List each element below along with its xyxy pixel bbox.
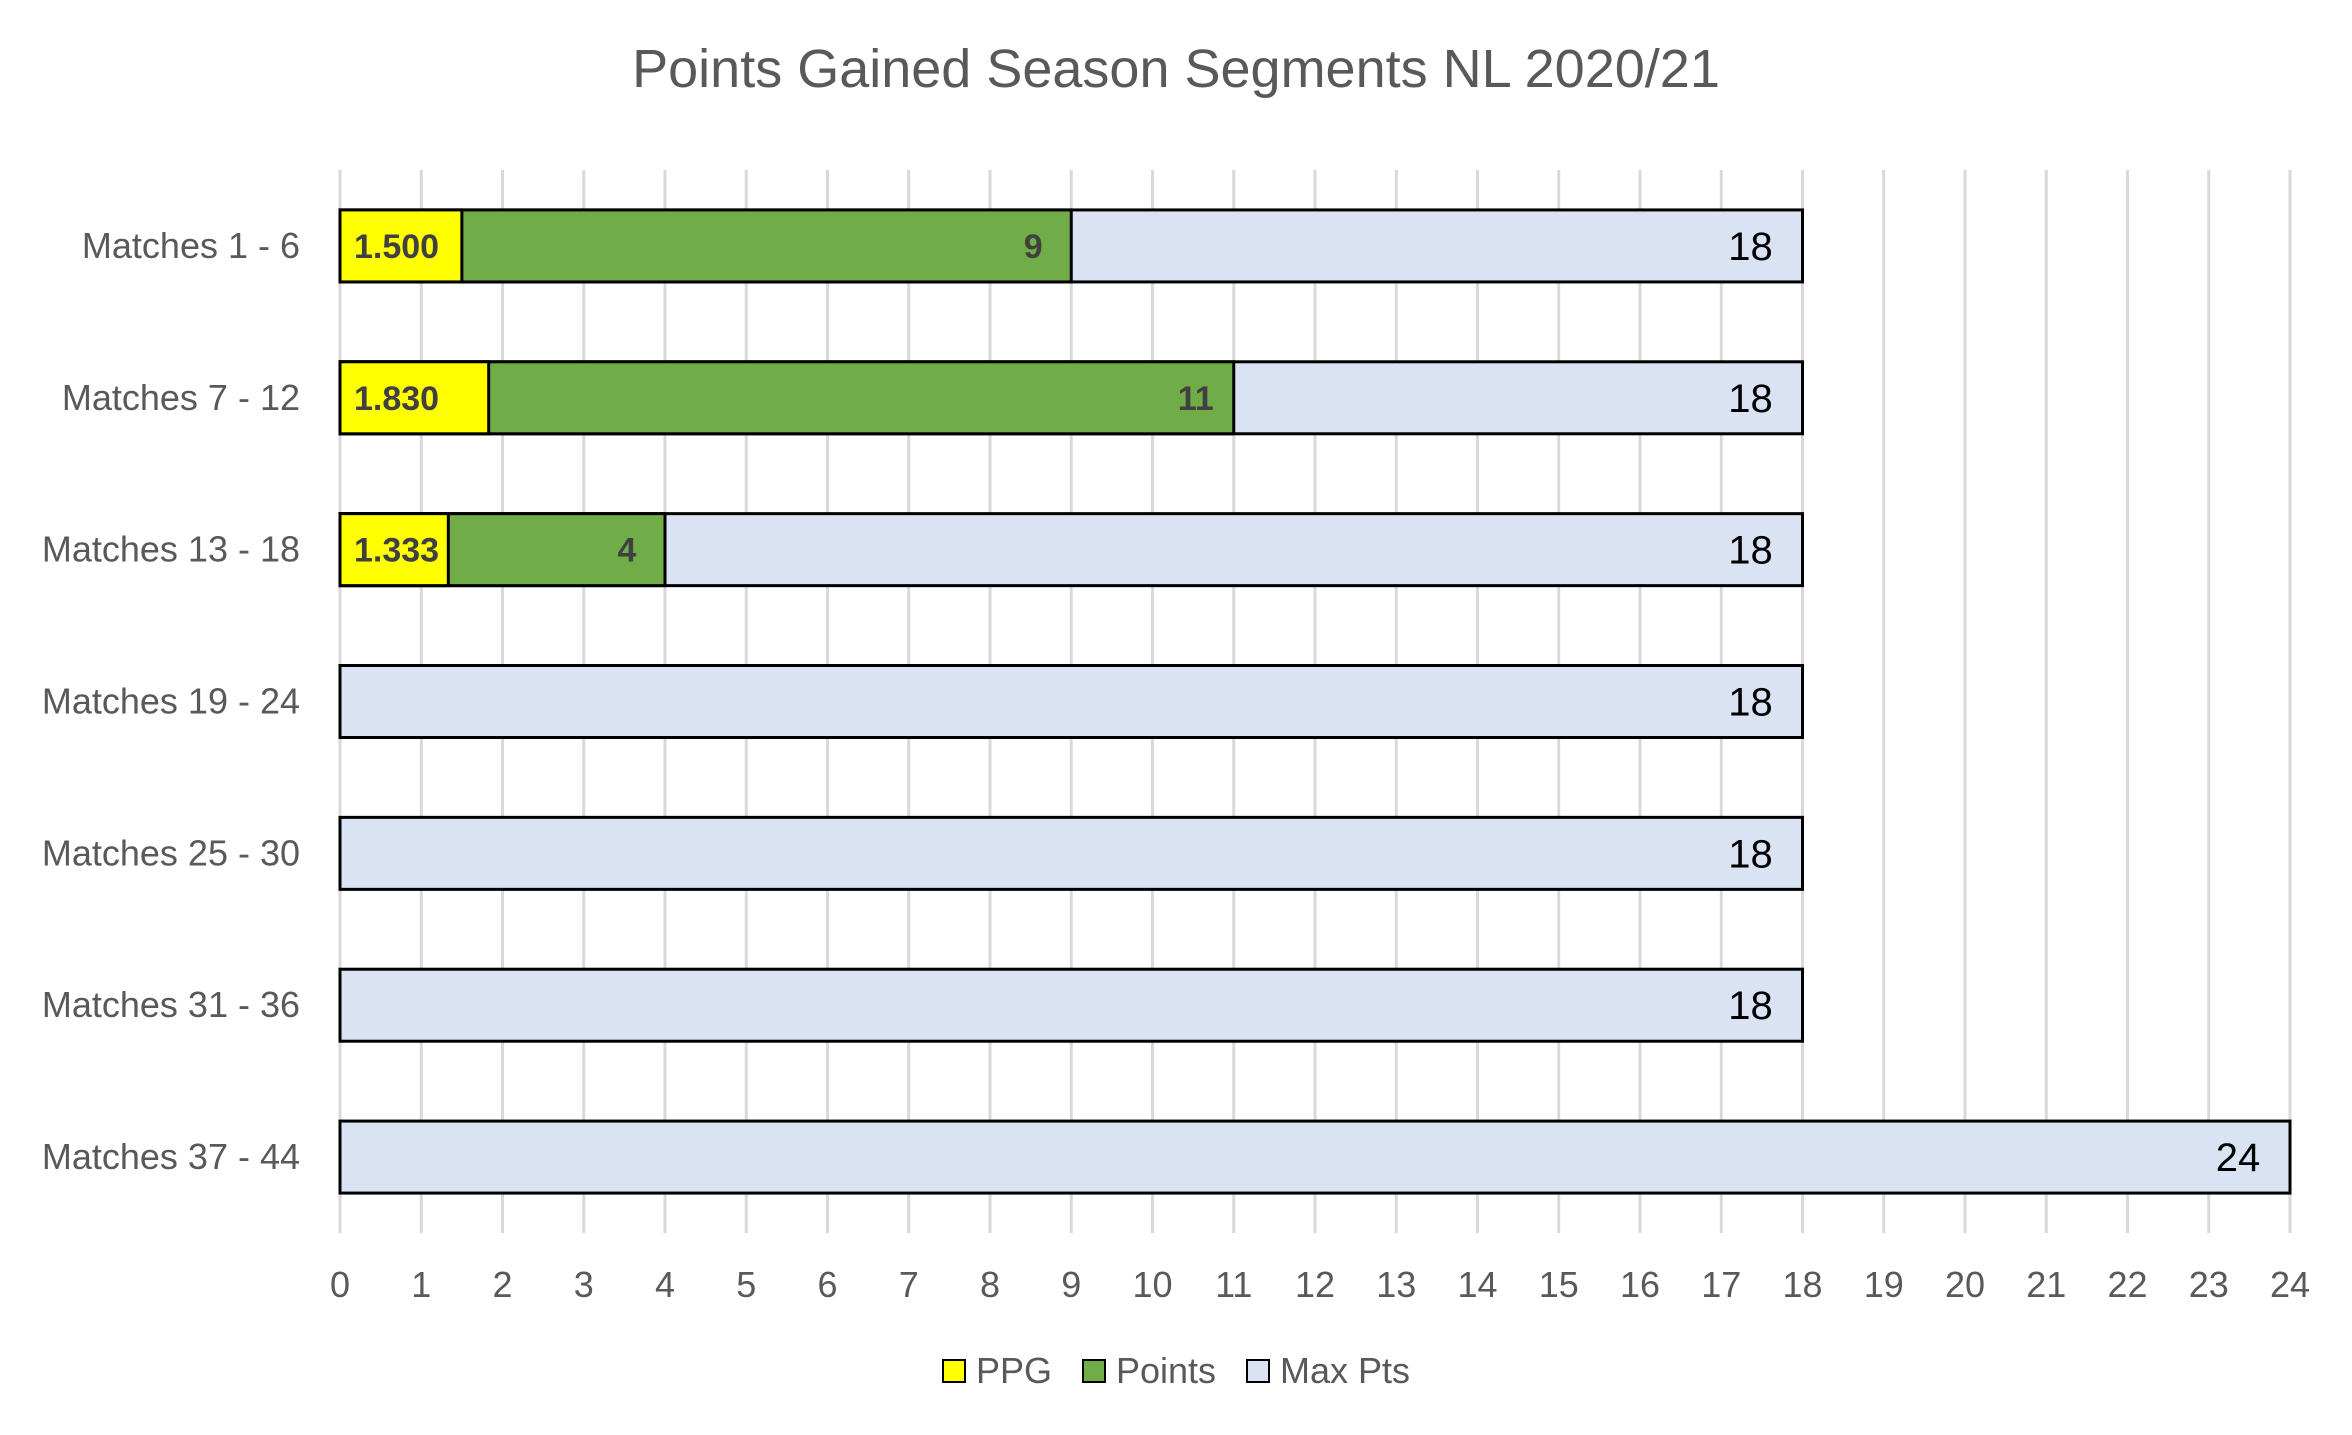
data-label-max-pts: 18 — [1728, 681, 1773, 725]
x-tick-label: 21 — [2026, 1264, 2066, 1305]
y-axis: Matches 1 - 6 Matches 7 - 12 Matches 13 - … — [42, 225, 300, 1177]
bar-ppg — [338, 208, 464, 284]
category-label: Matches 31 - 36 — [42, 984, 300, 1025]
x-tick-label: 4 — [655, 1264, 675, 1305]
x-tick-label: 2 — [492, 1264, 512, 1305]
legend-swatch — [941, 1359, 966, 1383]
legend-swatch — [1081, 1359, 1106, 1383]
x-tick-label: 18 — [1782, 1264, 1822, 1305]
legend: PPG Points Max Pts — [0, 1350, 2352, 1392]
legend-item-max-pts: Max Pts — [1246, 1350, 1410, 1392]
x-tick-label: 12 — [1295, 1264, 1335, 1305]
x-tick-label: 10 — [1132, 1264, 1172, 1305]
x-tick-label: 0 — [330, 1264, 350, 1305]
x-tick-label: 15 — [1539, 1264, 1579, 1305]
data-label-points: 9 — [1024, 228, 1043, 266]
data-label-max-pts: 18 — [1728, 984, 1773, 1028]
x-tick-label: 19 — [1864, 1264, 1904, 1305]
category-label: Matches 1 - 6 — [82, 225, 300, 266]
data-label-points: 11 — [1178, 380, 1214, 418]
data-label-max-pts: 18 — [1728, 832, 1773, 876]
category-label: Matches 13 - 18 — [42, 529, 300, 570]
x-tick-label: 23 — [2189, 1264, 2229, 1305]
x-tick-label: 14 — [1457, 1264, 1497, 1305]
category-label: Matches 25 - 30 — [42, 832, 300, 873]
data-label-ppg: 1.333 — [354, 532, 439, 570]
data-label-max-pts: 18 — [1728, 529, 1773, 573]
x-tick-label: 6 — [817, 1264, 837, 1305]
bar-ppg — [338, 360, 491, 436]
x-tick-label: 20 — [1945, 1264, 1985, 1305]
bar-max-pts — [338, 664, 1804, 739]
category-label: Matches 37 - 44 — [42, 1136, 300, 1177]
bar-max-pts — [338, 967, 1804, 1043]
legend-label: Points — [1115, 1350, 1217, 1391]
x-tick-label: 8 — [980, 1264, 1000, 1305]
legend-label: Max Pts — [1280, 1350, 1411, 1391]
legend-swatch — [1246, 1359, 1271, 1383]
x-tick-label: 16 — [1620, 1264, 1660, 1305]
category-label: Matches 19 - 24 — [42, 681, 300, 722]
x-tick-label: 3 — [574, 1264, 594, 1305]
data-label-points: 4 — [618, 532, 637, 570]
x-tick-label: 9 — [1061, 1264, 1081, 1305]
bars — [338, 208, 2292, 1195]
bar-ppg — [338, 512, 450, 588]
x-tick-label: 7 — [899, 1264, 919, 1305]
chart-title: Points Gained Season Segments NL 2020/21 — [632, 39, 1720, 99]
data-label-max-pts: 18 — [1728, 225, 1773, 269]
data-label-ppg: 1.500 — [354, 228, 439, 266]
x-tick-label: 5 — [736, 1264, 756, 1305]
legend-item-ppg: PPG — [941, 1350, 1052, 1392]
x-tick-label: 1 — [411, 1264, 431, 1305]
data-label-max-pts: 24 — [2216, 1136, 2261, 1180]
bar-max-pts — [338, 815, 1804, 891]
data-label-ppg: 1.830 — [354, 380, 439, 418]
x-tick-label: 13 — [1376, 1264, 1416, 1305]
x-tick-label: 22 — [2107, 1264, 2147, 1305]
x-tick-label: 17 — [1701, 1264, 1741, 1305]
legend-item-points: Points — [1081, 1350, 1217, 1392]
x-tick-label: 24 — [2270, 1264, 2310, 1305]
category-label: Matches 7 - 12 — [62, 377, 300, 418]
x-axis: 0 1 2 3 4 5 6 7 8 9 10 11 12 13 14 15 16 17 18 19 20 21 22 23 24 — [330, 1264, 2310, 1305]
bar-max-pts — [338, 1119, 2292, 1195]
x-tick-label: 11 — [1215, 1264, 1252, 1305]
legend-label: PPG — [975, 1350, 1052, 1391]
data-label-max-pts: 18 — [1728, 377, 1773, 421]
data-labels: 18 18 18 18 18 18 24 9 11 4 1.500 1.830 1.333 — [354, 225, 2260, 1180]
